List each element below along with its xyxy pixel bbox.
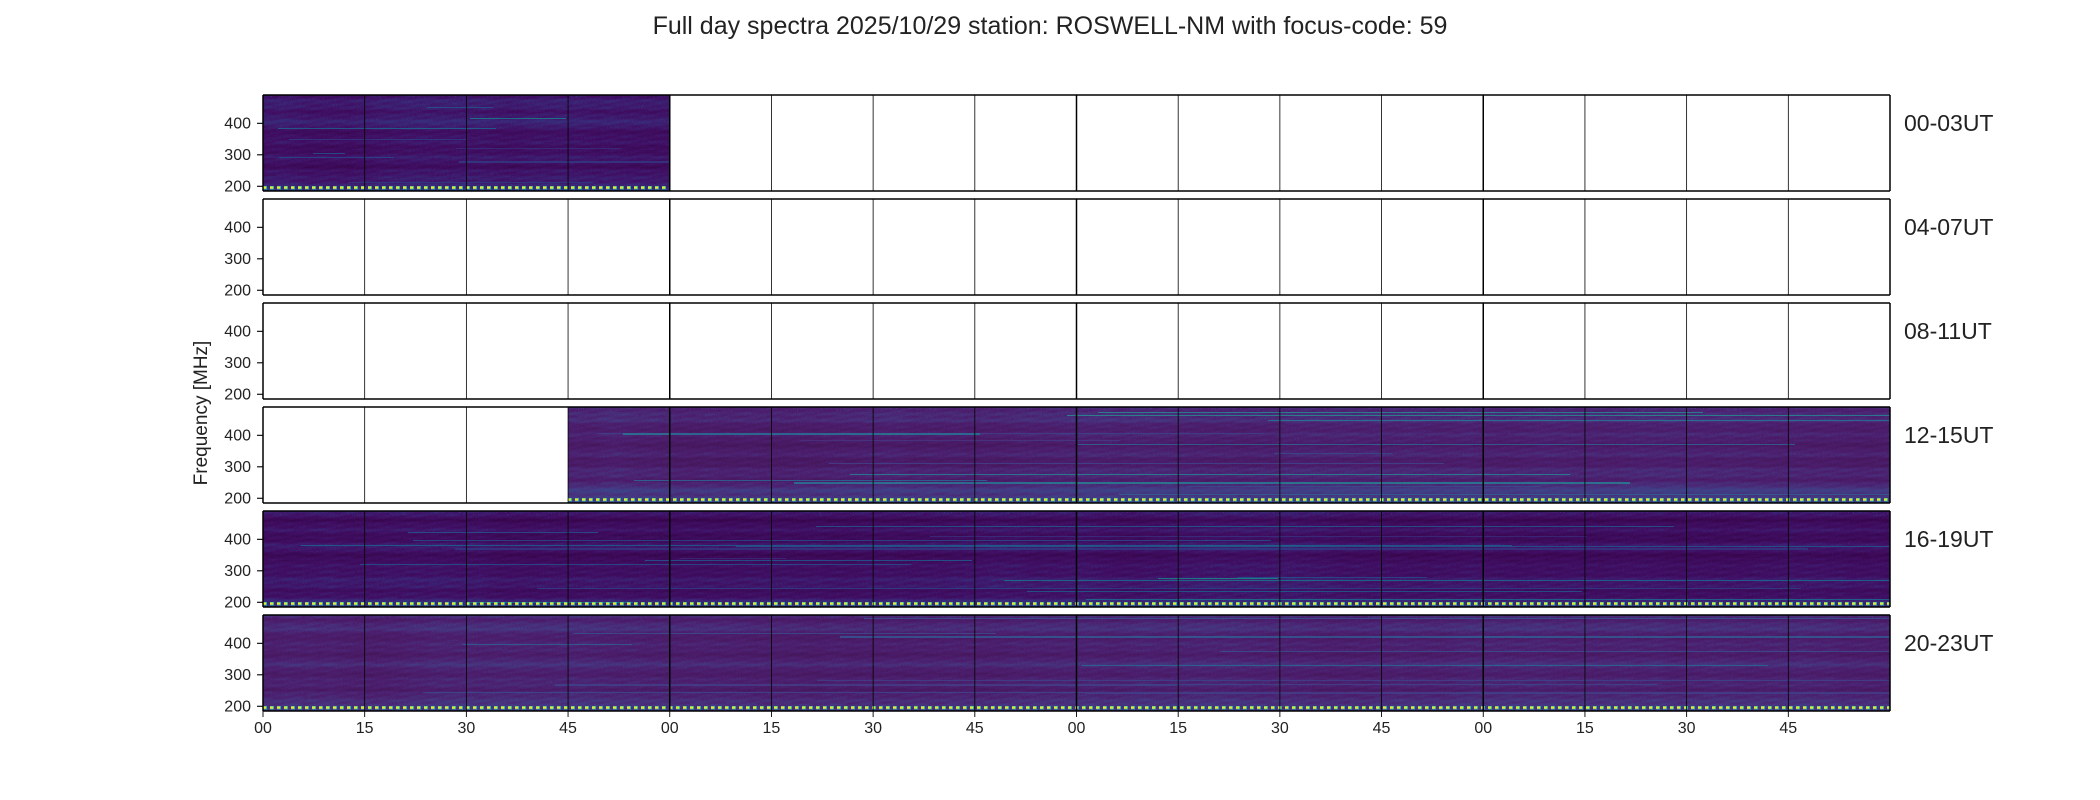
svg-text:12-15UT: 12-15UT bbox=[1904, 422, 1993, 448]
svg-text:00: 00 bbox=[1474, 720, 1492, 737]
svg-text:04-07UT: 04-07UT bbox=[1904, 214, 1993, 240]
svg-text:45: 45 bbox=[966, 720, 984, 737]
svg-text:16-19UT: 16-19UT bbox=[1904, 526, 1993, 552]
svg-text:15: 15 bbox=[1576, 720, 1594, 737]
svg-text:30: 30 bbox=[1271, 720, 1289, 737]
svg-text:300: 300 bbox=[224, 147, 251, 164]
svg-text:00-03UT: 00-03UT bbox=[1904, 110, 1993, 136]
svg-text:300: 300 bbox=[224, 355, 251, 372]
svg-text:15: 15 bbox=[356, 720, 374, 737]
svg-text:45: 45 bbox=[1373, 720, 1391, 737]
svg-text:08-11UT: 08-11UT bbox=[1904, 318, 1992, 344]
svg-text:30: 30 bbox=[864, 720, 882, 737]
svg-text:00: 00 bbox=[1068, 720, 1086, 737]
svg-text:15: 15 bbox=[763, 720, 781, 737]
svg-text:400: 400 bbox=[224, 219, 251, 236]
svg-text:300: 300 bbox=[224, 667, 251, 684]
svg-text:200: 200 bbox=[224, 282, 251, 299]
svg-text:400: 400 bbox=[224, 115, 251, 132]
svg-text:200: 200 bbox=[224, 698, 251, 715]
svg-text:Frequency [MHz]: Frequency [MHz] bbox=[191, 341, 212, 486]
svg-text:400: 400 bbox=[224, 635, 251, 652]
svg-text:300: 300 bbox=[224, 459, 251, 476]
svg-text:400: 400 bbox=[224, 427, 251, 444]
svg-text:15: 15 bbox=[1169, 720, 1187, 737]
svg-text:300: 300 bbox=[224, 563, 251, 580]
svg-text:45: 45 bbox=[559, 720, 577, 737]
svg-text:30: 30 bbox=[1678, 720, 1696, 737]
svg-text:20-23UT: 20-23UT bbox=[1904, 630, 1993, 656]
svg-text:00: 00 bbox=[254, 720, 272, 737]
svg-text:400: 400 bbox=[224, 323, 251, 340]
svg-text:30: 30 bbox=[457, 720, 475, 737]
svg-text:200: 200 bbox=[224, 386, 251, 403]
svg-text:00: 00 bbox=[661, 720, 679, 737]
svg-text:200: 200 bbox=[224, 178, 251, 195]
svg-text:300: 300 bbox=[224, 251, 251, 268]
svg-text:400: 400 bbox=[224, 531, 251, 548]
svg-text:200: 200 bbox=[224, 594, 251, 611]
svg-text:200: 200 bbox=[224, 490, 251, 507]
svg-text:45: 45 bbox=[1779, 720, 1797, 737]
